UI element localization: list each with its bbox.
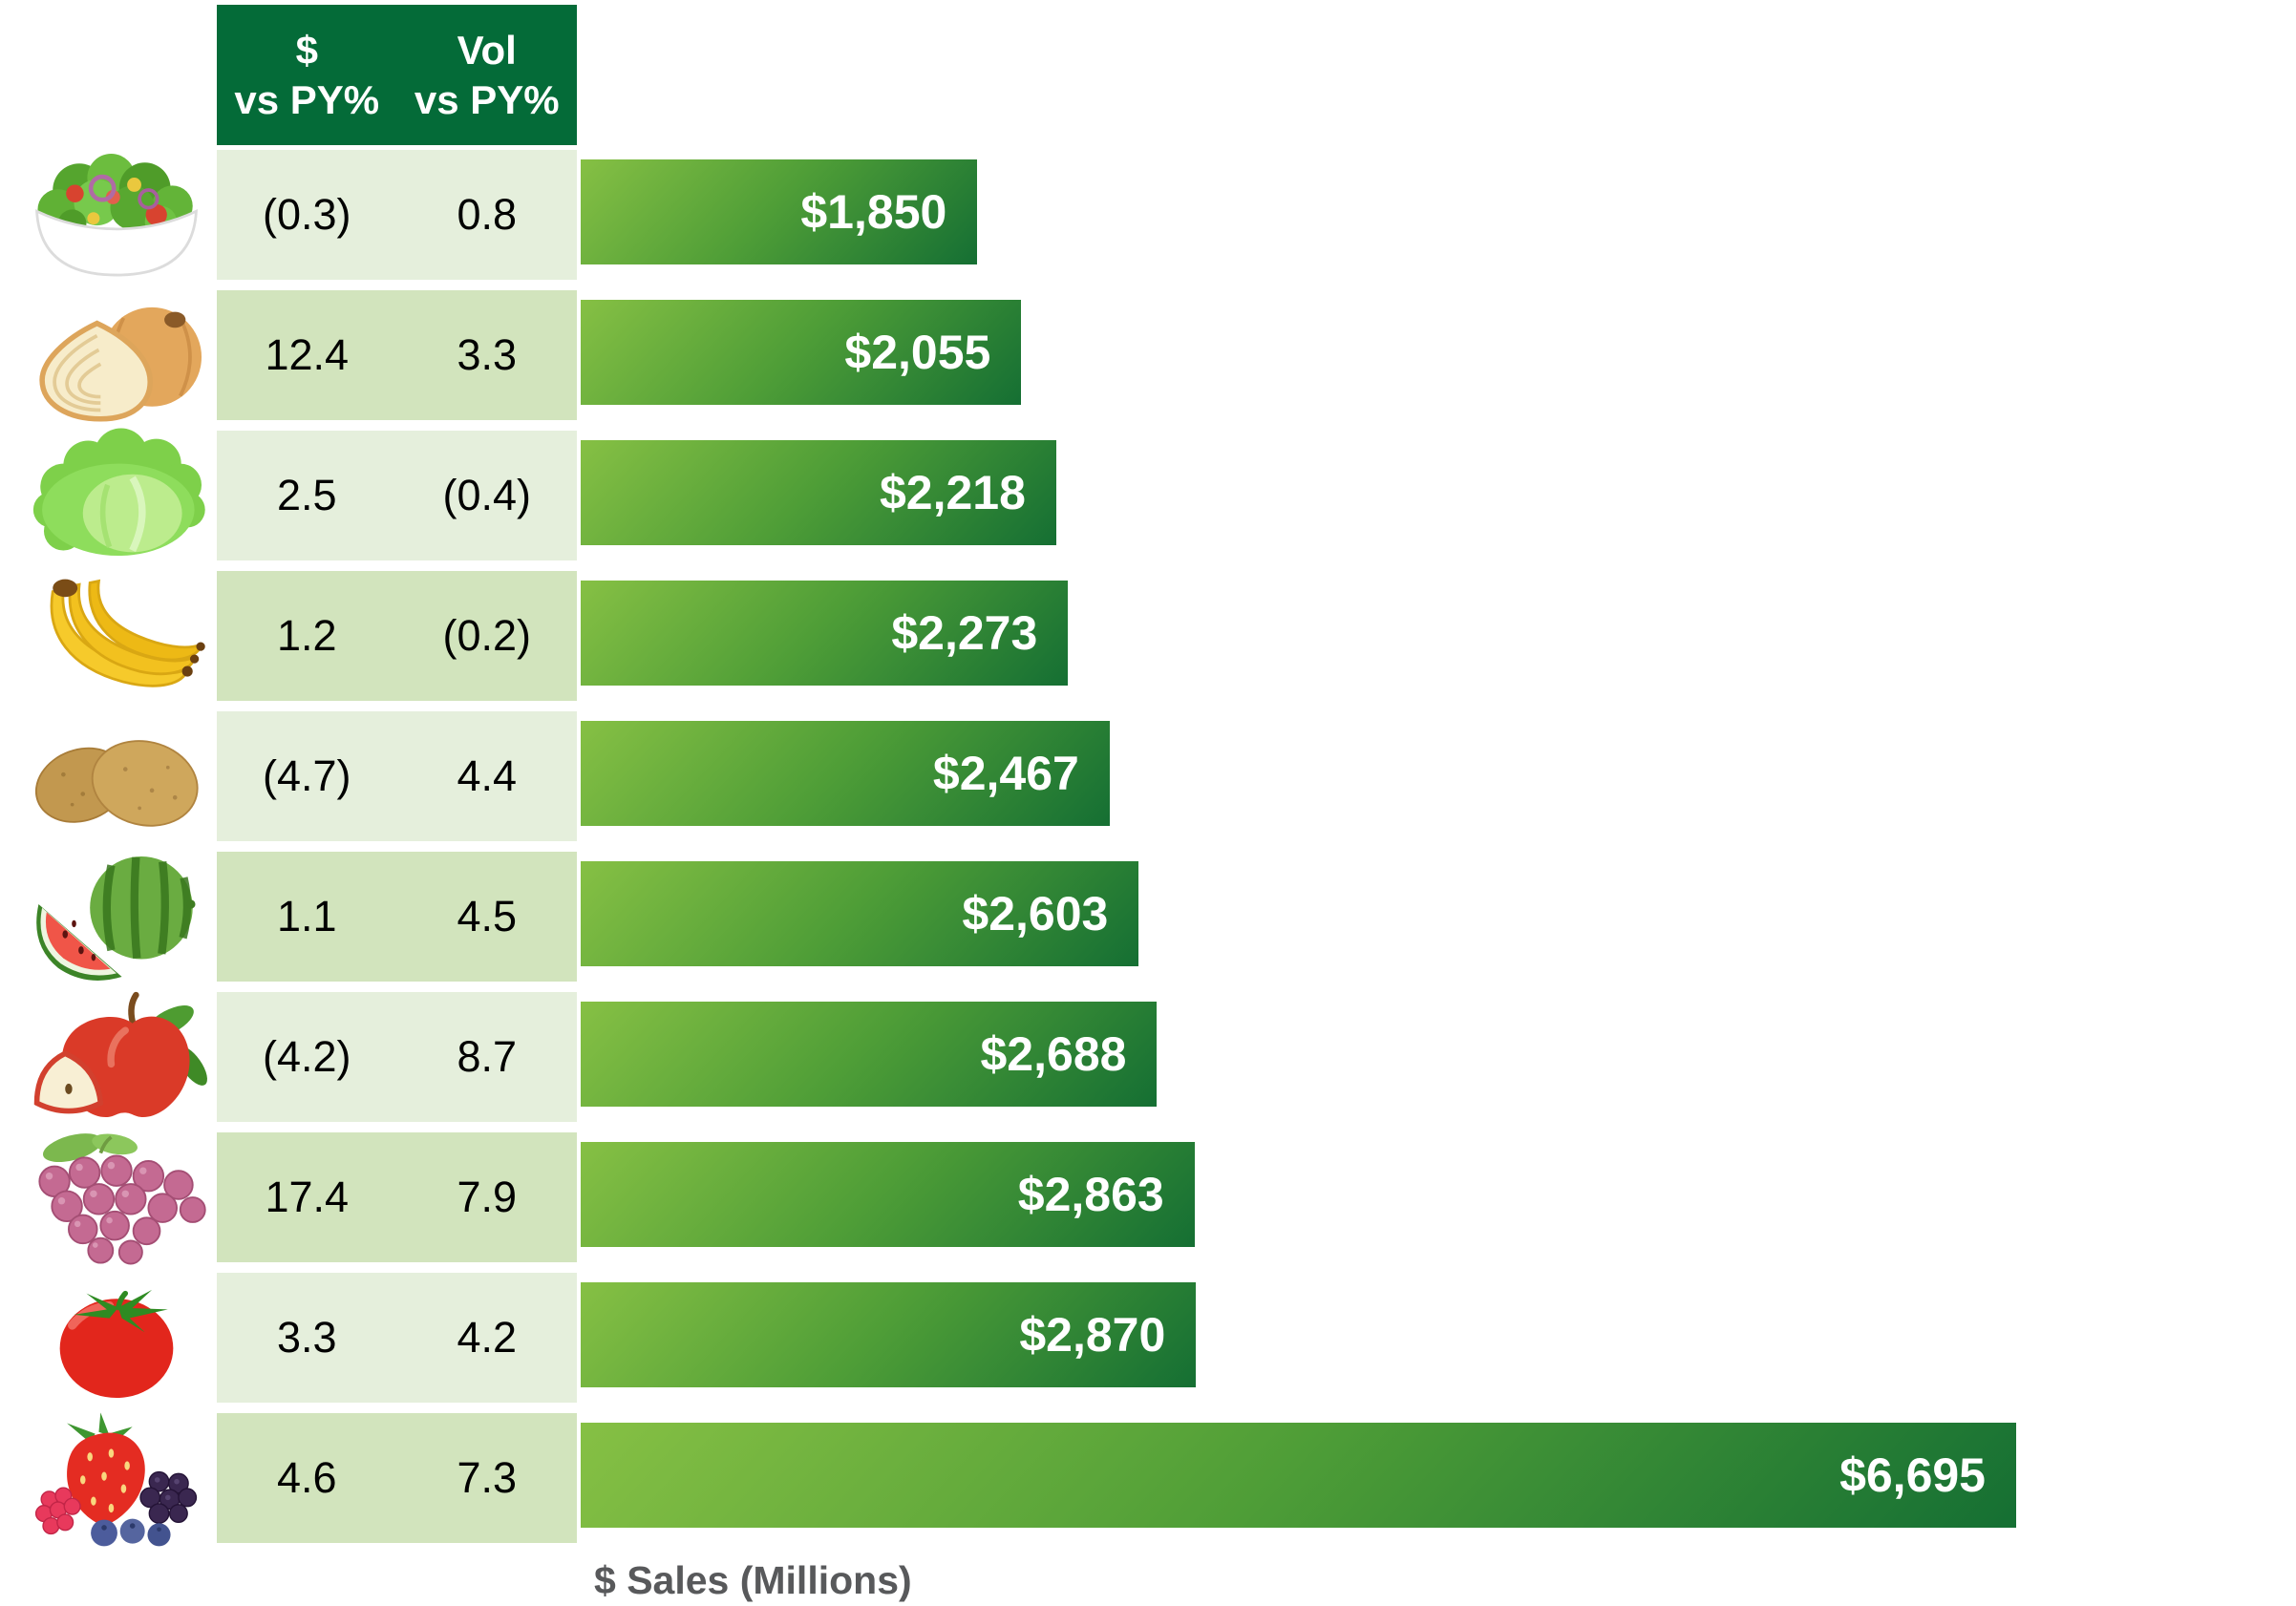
bar-track: $2,688 bbox=[577, 992, 2296, 1122]
bar-track: $1,850 bbox=[577, 150, 2296, 280]
metrics-cell: 3.3 4.2 bbox=[217, 1273, 577, 1403]
header-col-dollar: $ vs PY% bbox=[217, 26, 397, 123]
sales-bar: $2,870 bbox=[581, 1282, 1197, 1387]
header-dollar-line1: $ bbox=[295, 28, 318, 74]
dollar-vs-py-value: (0.3) bbox=[262, 190, 351, 239]
vol-vs-py-value: 7.9 bbox=[457, 1173, 518, 1221]
dollar-vs-py-value: 1.1 bbox=[276, 892, 337, 940]
dollar-vs-py-value: 3.3 bbox=[276, 1313, 337, 1362]
row-berries: 4.6 7.3 $6,695 bbox=[0, 1412, 2296, 1547]
header-dollar-line2: vs PY% bbox=[234, 76, 380, 122]
onion-icon bbox=[39, 306, 202, 422]
sales-value-label: $2,863 bbox=[1017, 1168, 1164, 1221]
metrics-cell: 1.1 4.5 bbox=[217, 852, 577, 982]
sales-bar: $2,467 bbox=[581, 721, 1110, 826]
bar-track: $6,695 bbox=[577, 1413, 2296, 1543]
row-bananas: 1.2 (0.2) $2,273 bbox=[0, 571, 2296, 701]
row-watermelon: 1.1 4.5 $2,603 bbox=[0, 852, 2296, 982]
sales-value-label: $2,688 bbox=[980, 1027, 1127, 1081]
bananas-icon bbox=[50, 579, 205, 687]
dollar-vs-py-value: (4.7) bbox=[262, 751, 351, 800]
sales-bar: $6,695 bbox=[581, 1423, 2016, 1528]
row-apples: (4.2) 8.7 $2,688 bbox=[0, 991, 2296, 1122]
sales-value-label: $2,467 bbox=[932, 747, 1079, 800]
metrics-cell: (4.7) 4.4 bbox=[217, 711, 577, 841]
vol-vs-py-value: 3.3 bbox=[457, 330, 518, 379]
metrics-cell: (4.2) 8.7 bbox=[217, 992, 577, 1122]
bar-track: $2,218 bbox=[577, 431, 2296, 560]
dollar-vs-py-value: 17.4 bbox=[265, 1173, 350, 1221]
watermelon-icon bbox=[36, 856, 196, 981]
vol-vs-py-value: 4.5 bbox=[457, 892, 518, 940]
sales-value-label: $2,055 bbox=[844, 326, 991, 379]
sales-bar: $1,850 bbox=[581, 159, 978, 264]
x-axis-label: $ Sales (Millions) bbox=[594, 1558, 912, 1602]
row-potatoes: (4.7) 4.4 $2,467 bbox=[0, 711, 2296, 841]
header-col-vol: Vol vs PY% bbox=[397, 26, 578, 123]
sales-value-label: $6,695 bbox=[1839, 1448, 1986, 1502]
salad-bowl-icon bbox=[35, 154, 198, 277]
vol-vs-py-value: 4.2 bbox=[457, 1313, 518, 1362]
tomato-icon bbox=[59, 1289, 174, 1399]
potatoes-icon bbox=[34, 740, 199, 827]
header-spacer bbox=[0, 5, 217, 145]
metrics-cell: 17.4 7.9 bbox=[217, 1132, 577, 1262]
bar-track: $2,863 bbox=[577, 1132, 2296, 1262]
bar-track: $2,055 bbox=[577, 290, 2296, 420]
sales-bar: $2,863 bbox=[581, 1142, 1195, 1247]
row-onions: 12.4 3.3 $2,055 bbox=[0, 290, 2296, 422]
dollar-vs-py-value: 4.6 bbox=[276, 1453, 337, 1502]
sales-value-label: $2,603 bbox=[962, 887, 1109, 940]
lettuce-icon bbox=[32, 428, 205, 557]
metrics-cell: 2.5 (0.4) bbox=[217, 431, 577, 560]
vol-vs-py-value: (0.4) bbox=[442, 471, 532, 519]
sales-bar: $2,273 bbox=[581, 581, 1069, 686]
metrics-cell: 4.6 7.3 bbox=[217, 1413, 577, 1543]
bar-track: $2,273 bbox=[577, 571, 2296, 701]
metrics-cell: 12.4 3.3 bbox=[217, 290, 577, 420]
sales-value-label: $2,218 bbox=[879, 466, 1026, 519]
sales-bar: $2,688 bbox=[581, 1002, 1158, 1107]
header-vol-line2: vs PY% bbox=[414, 76, 560, 122]
row-tomatoes: 3.3 4.2 $2,870 bbox=[0, 1273, 2296, 1403]
sales-value-label: $1,850 bbox=[800, 185, 947, 239]
table-header: $ vs PY% Vol vs PY% bbox=[217, 5, 577, 145]
row-salad: (0.3) 0.8 $1,850 bbox=[0, 150, 2296, 280]
sales-value-label: $2,273 bbox=[891, 606, 1038, 660]
sales-bar: $2,218 bbox=[581, 440, 1056, 545]
bar-track: $2,467 bbox=[577, 711, 2296, 841]
bar-track: $2,603 bbox=[577, 852, 2296, 982]
dollar-vs-py-value: 12.4 bbox=[265, 330, 350, 379]
sales-bar: $2,055 bbox=[581, 300, 1022, 405]
dollar-vs-py-value: 2.5 bbox=[276, 471, 337, 519]
berries-icon bbox=[34, 1412, 198, 1547]
vol-vs-py-value: 4.4 bbox=[457, 751, 518, 800]
sales-bar: $2,603 bbox=[581, 861, 1139, 966]
metrics-cell: (0.3) 0.8 bbox=[217, 150, 577, 280]
bar-track: $2,870 bbox=[577, 1273, 2296, 1403]
table-header-row: $ vs PY% Vol vs PY% bbox=[0, 5, 2296, 145]
row-lettuce: 2.5 (0.4) $2,218 bbox=[0, 428, 2296, 560]
sales-value-label: $2,870 bbox=[1019, 1308, 1166, 1362]
metrics-cell: 1.2 (0.2) bbox=[217, 571, 577, 701]
vol-vs-py-value: 8.7 bbox=[457, 1032, 518, 1081]
vol-vs-py-value: 0.8 bbox=[457, 190, 518, 239]
row-grapes: 17.4 7.9 $2,863 bbox=[0, 1132, 2296, 1265]
header-vol-line1: Vol bbox=[457, 28, 517, 74]
vol-vs-py-value: 7.3 bbox=[457, 1453, 518, 1502]
vol-vs-py-value: (0.2) bbox=[442, 611, 532, 660]
dollar-vs-py-value: 1.2 bbox=[276, 611, 337, 660]
dollar-vs-py-value: (4.2) bbox=[262, 1032, 351, 1081]
grapes-icon bbox=[38, 1133, 206, 1265]
apple-icon bbox=[33, 991, 207, 1118]
